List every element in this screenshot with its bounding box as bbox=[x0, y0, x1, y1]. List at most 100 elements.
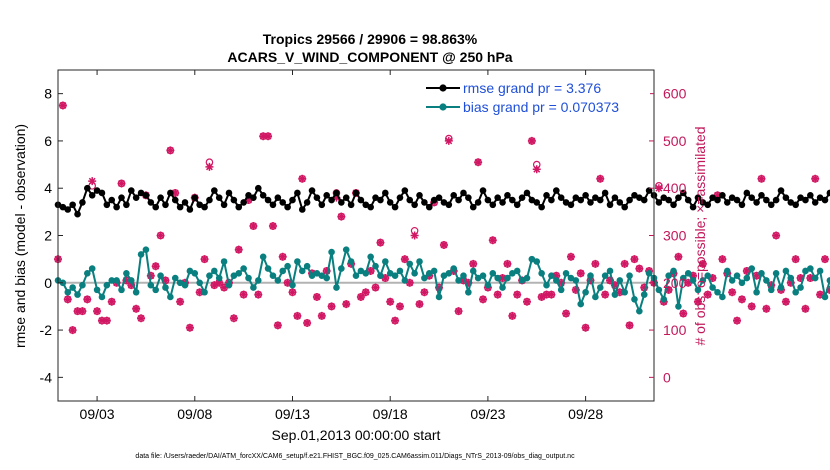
bias-point bbox=[391, 272, 399, 279]
rmse-point bbox=[186, 206, 194, 213]
rmse-point bbox=[484, 196, 492, 204]
bias-point bbox=[372, 262, 379, 270]
asterisk-mark bbox=[132, 304, 141, 313]
bias-point bbox=[587, 272, 594, 279]
rmse-point bbox=[807, 192, 814, 199]
bias-point bbox=[777, 284, 785, 291]
bias-point bbox=[748, 265, 756, 272]
rmse-point bbox=[509, 196, 516, 204]
obs-assimilated-point bbox=[791, 255, 800, 264]
obs-assimilated-point bbox=[278, 252, 287, 261]
rmse-point bbox=[347, 201, 355, 209]
rmse-point bbox=[69, 201, 76, 209]
obs-assimilated-point bbox=[454, 307, 463, 316]
asterisk-mark bbox=[161, 276, 170, 285]
obs-assimilated-point bbox=[273, 321, 282, 330]
obs-assimilated-point bbox=[625, 321, 634, 330]
rmse-point bbox=[274, 194, 282, 201]
asterisk-mark bbox=[503, 259, 512, 268]
bias-point bbox=[206, 272, 213, 279]
asterisk-mark bbox=[620, 259, 629, 268]
obs-assimilated-point bbox=[527, 136, 536, 145]
bias-point bbox=[220, 258, 228, 265]
bias-point bbox=[572, 277, 580, 284]
bias-point bbox=[719, 293, 726, 301]
bias-point bbox=[680, 274, 687, 282]
bias-point bbox=[743, 274, 751, 282]
obs-assimilated-point bbox=[259, 132, 268, 141]
obs-assimilated-point bbox=[107, 297, 116, 306]
rmse-point bbox=[367, 203, 374, 211]
x-tick-label: 09/23 bbox=[470, 406, 505, 422]
bias-point bbox=[250, 284, 257, 291]
bias-point bbox=[284, 262, 291, 270]
obs-assimilated-point bbox=[816, 290, 825, 299]
obs-assimilated-point bbox=[312, 292, 321, 301]
rmse-point bbox=[103, 201, 111, 209]
rmse-point bbox=[621, 203, 628, 211]
obs-assimilated-point bbox=[68, 326, 77, 335]
rmse-point bbox=[84, 184, 91, 192]
rmse-point bbox=[499, 199, 506, 206]
bias-point bbox=[69, 284, 76, 291]
asterisk-mark bbox=[278, 252, 287, 261]
asterisk-mark bbox=[811, 174, 820, 183]
bias-point bbox=[318, 272, 326, 279]
rmse-point bbox=[504, 192, 511, 199]
rmse-point bbox=[743, 189, 751, 197]
asterisk-mark bbox=[796, 274, 805, 283]
asterisk-mark bbox=[391, 316, 400, 325]
bias-point bbox=[538, 270, 545, 277]
obs-assimilated-point bbox=[356, 292, 365, 301]
asterisk-mark bbox=[381, 274, 390, 283]
bias-point bbox=[499, 284, 506, 291]
obs-assimilated-point bbox=[205, 162, 214, 171]
rmse-point bbox=[802, 196, 809, 204]
obs-assimilated-point bbox=[78, 307, 87, 316]
obs-assimilated-point bbox=[439, 240, 448, 249]
legend-bias-marker bbox=[439, 103, 447, 111]
rmse-point bbox=[118, 194, 125, 201]
obs-assimilated-point bbox=[762, 304, 771, 313]
bias-point bbox=[728, 277, 736, 284]
rmse-point bbox=[362, 201, 370, 209]
asterisk-mark bbox=[562, 309, 571, 318]
bias-point bbox=[528, 255, 536, 263]
asterisk-mark bbox=[474, 158, 483, 167]
rmse-point bbox=[152, 203, 160, 211]
rmse-point bbox=[577, 196, 585, 204]
asterisk-mark bbox=[493, 290, 502, 299]
obs-assimilated-point bbox=[93, 307, 102, 316]
obs-assimilated-point bbox=[220, 283, 229, 292]
asterisk-mark bbox=[566, 252, 575, 261]
obs-assimilated-point bbox=[591, 259, 600, 268]
rmse-point bbox=[215, 194, 223, 201]
rmse-point bbox=[455, 196, 462, 204]
right-y-tick-label: 300 bbox=[663, 228, 687, 244]
rmse-point bbox=[675, 194, 682, 201]
rmse-point bbox=[411, 201, 418, 209]
bias-point bbox=[821, 293, 829, 301]
rmse-point bbox=[181, 199, 189, 206]
bias-series bbox=[54, 246, 830, 315]
obs-assimilated-point bbox=[444, 136, 453, 145]
rmse-point bbox=[714, 196, 721, 204]
asterisk-mark bbox=[332, 193, 341, 202]
asterisk-mark bbox=[215, 278, 224, 287]
bias-point bbox=[196, 279, 203, 287]
bias-point bbox=[201, 288, 208, 296]
asterisk-mark bbox=[806, 274, 815, 283]
asterisk-mark bbox=[410, 231, 419, 240]
bias-point bbox=[176, 279, 184, 287]
bias-point bbox=[93, 286, 101, 294]
asterisk-mark bbox=[127, 281, 136, 290]
obs-assimilated-point bbox=[386, 297, 395, 306]
bias-point bbox=[127, 277, 135, 284]
obs-assimilated-point bbox=[498, 274, 507, 283]
obs-assimilated-point bbox=[786, 278, 795, 287]
asterisk-mark bbox=[781, 297, 790, 306]
asterisk-mark bbox=[522, 297, 531, 306]
bias-point bbox=[548, 272, 555, 279]
obs-assimilated-point bbox=[137, 314, 146, 323]
